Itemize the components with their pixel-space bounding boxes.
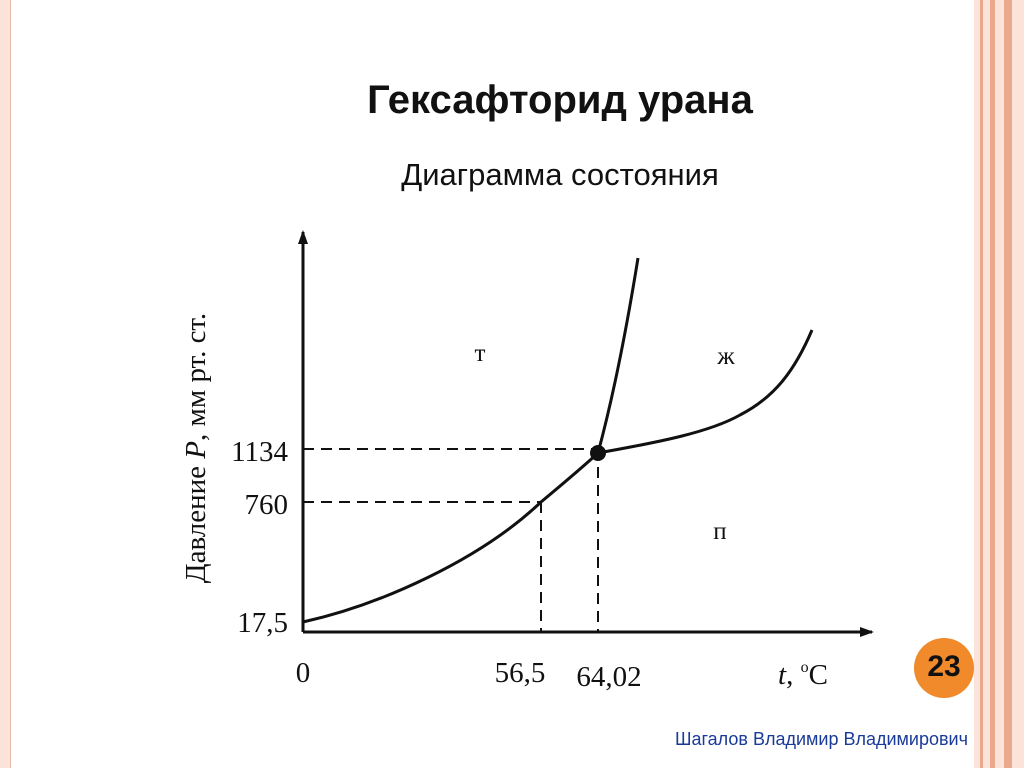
page-number-badge: 23 xyxy=(914,638,974,698)
triple-point xyxy=(590,445,606,461)
slide-subtitle: Диаграмма состояния xyxy=(401,157,719,192)
melting-curve xyxy=(596,257,640,454)
region-vapor-label: п xyxy=(713,518,726,545)
slide-title: Гексафторид урана xyxy=(367,78,753,122)
y-tick-175: 17,5 xyxy=(237,607,288,639)
region-solid-label: т xyxy=(475,340,486,367)
left-frame-border xyxy=(0,0,11,768)
region-liquid-label: ж xyxy=(716,343,735,370)
x-tick-6402: 64,02 xyxy=(576,661,641,693)
x-axis-label: t, oC xyxy=(778,659,828,691)
vaporization-curve xyxy=(597,329,814,455)
x-tick-0: 0 xyxy=(296,657,311,689)
y-tick-760: 760 xyxy=(245,489,289,521)
y-tick-1134: 1134 xyxy=(231,436,288,468)
y-axis-label: Давление P, мм рт. ст. xyxy=(180,313,212,583)
x-tick-565: 56,5 xyxy=(495,657,546,689)
author-name: Шагалов Владимир Владимирович xyxy=(674,729,968,749)
sublimation-curve xyxy=(302,451,600,624)
right-frame-border xyxy=(974,0,1024,768)
